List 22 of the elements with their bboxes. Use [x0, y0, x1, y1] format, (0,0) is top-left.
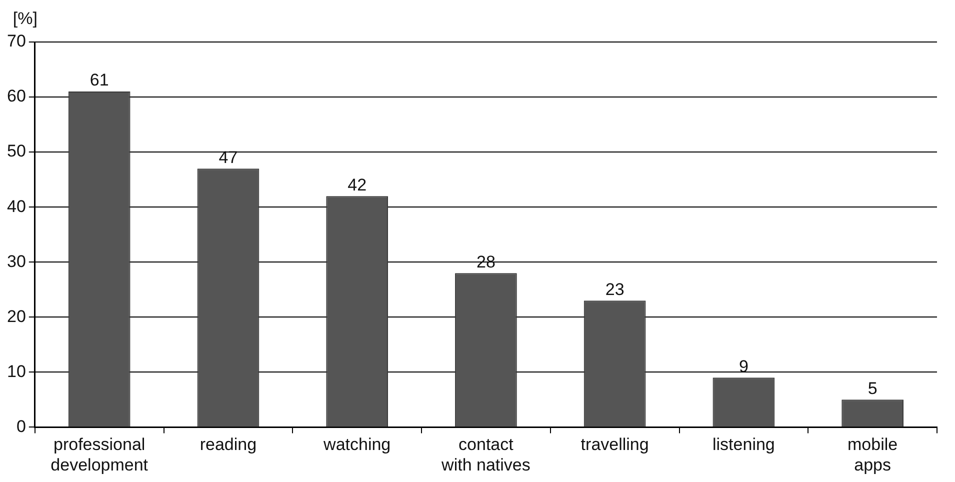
y-tick-label: 0 — [16, 416, 26, 436]
data-label: 61 — [90, 70, 109, 90]
x-tick-label: listening — [712, 435, 775, 454]
data-label: 9 — [738, 356, 748, 376]
y-axis-title: [%] — [12, 9, 38, 28]
y-tick-label: 40 — [6, 196, 26, 216]
x-tick-label: reading — [200, 435, 257, 454]
y-tick-label: 70 — [6, 32, 26, 51]
y-tick-label: 10 — [6, 362, 26, 381]
y-tick-label: 50 — [6, 142, 26, 161]
y-tick-label: 30 — [6, 252, 26, 271]
x-tick-label: travelling — [580, 435, 649, 454]
data-label: 23 — [605, 280, 624, 299]
data-label: 47 — [218, 148, 238, 167]
x-tick-label: mobile apps — [848, 435, 898, 474]
y-tick-label: 20 — [6, 306, 26, 326]
x-tick-label: professional development — [50, 435, 148, 474]
x-tick-label: watching — [322, 435, 391, 454]
y-tick-label: 60 — [6, 86, 26, 106]
data-label: 42 — [348, 175, 367, 194]
x-tick-label: contact with natives — [440, 435, 530, 474]
data-label: 5 — [868, 378, 878, 398]
